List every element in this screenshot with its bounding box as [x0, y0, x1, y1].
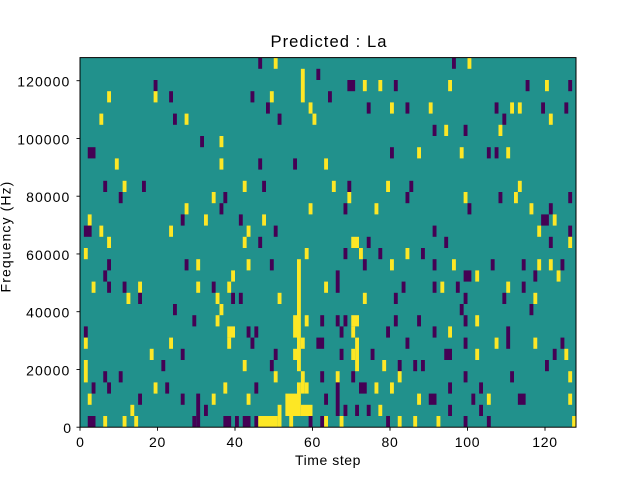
svg-text:60000: 60000 [26, 247, 70, 263]
svg-text:100000: 100000 [17, 131, 70, 147]
svg-text:20000: 20000 [26, 362, 70, 378]
svg-text:80: 80 [381, 434, 398, 450]
svg-text:40000: 40000 [26, 305, 70, 321]
svg-text:60: 60 [304, 434, 321, 450]
svg-text:0: 0 [63, 420, 71, 436]
svg-text:40: 40 [226, 434, 243, 450]
svg-text:120: 120 [532, 434, 558, 450]
svg-text:20: 20 [149, 434, 166, 450]
svg-text:Time step: Time step [295, 452, 361, 468]
svg-text:Frequency (Hz): Frequency (Hz) [0, 181, 14, 293]
svg-text:100: 100 [455, 434, 481, 450]
svg-text:Predicted : La: Predicted : La [270, 32, 387, 51]
svg-text:0: 0 [76, 434, 84, 450]
svg-text:120000: 120000 [17, 74, 70, 90]
svg-text:80000: 80000 [26, 189, 70, 205]
